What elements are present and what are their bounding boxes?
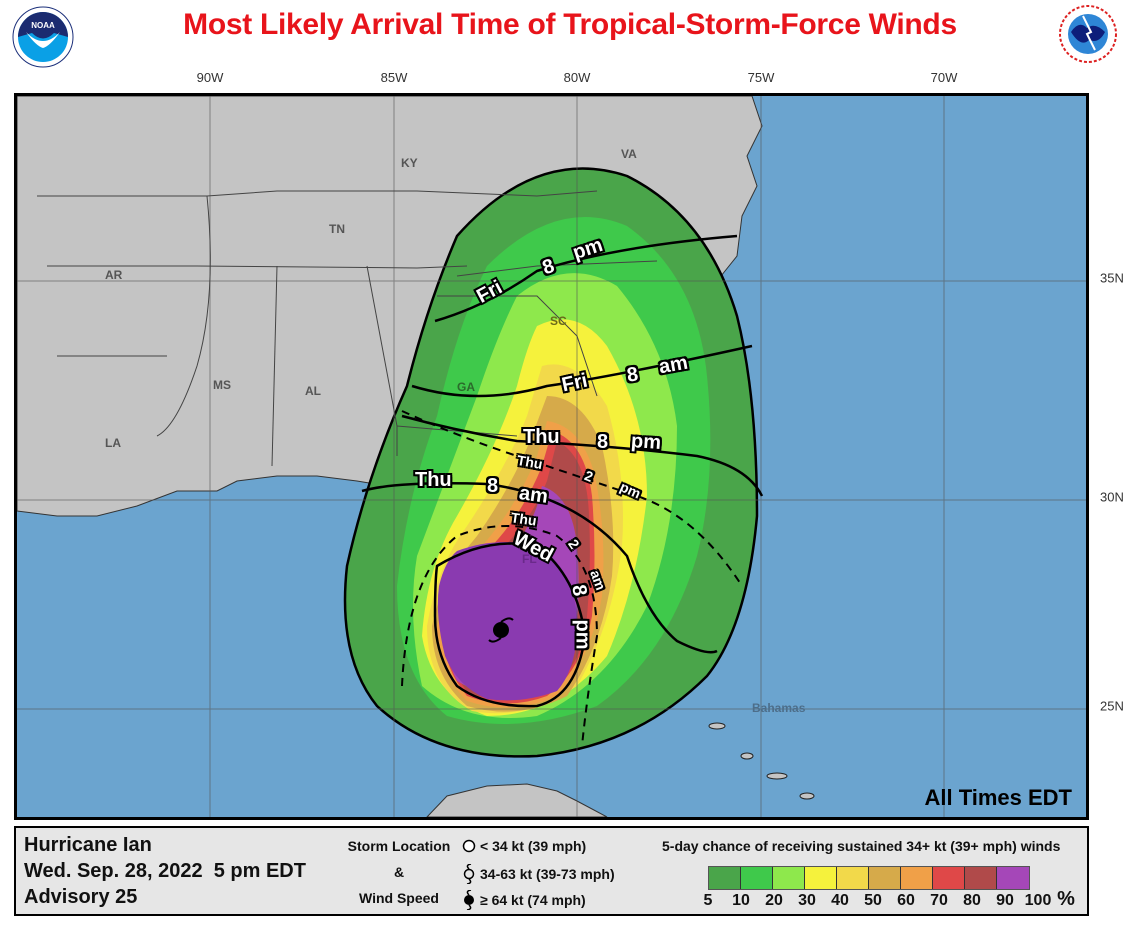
state-label-ga: GA bbox=[457, 380, 475, 394]
latitude-label-30n: 30N bbox=[1100, 489, 1124, 505]
storm-category-label: ≥ 64 kt (74 mph) bbox=[480, 892, 586, 908]
storm-name: Hurricane Ian bbox=[24, 834, 152, 856]
swatch-40-50 bbox=[837, 867, 869, 889]
longitude-label-90w: 90W bbox=[196, 70, 224, 85]
hurricane-icon bbox=[464, 890, 474, 910]
all-times-note: All Times EDT bbox=[924, 785, 1072, 810]
swatch-20-30 bbox=[773, 867, 805, 889]
bahamas-islands bbox=[708, 722, 815, 800]
swatch-60-70 bbox=[901, 867, 933, 889]
scale-tick: 90 bbox=[996, 892, 1014, 909]
tropical-storm-icon bbox=[463, 864, 475, 884]
region-label-bahamas: Bahamas bbox=[752, 701, 806, 715]
state-label-ar: AR bbox=[105, 268, 123, 282]
contour-label: Thu bbox=[510, 509, 538, 529]
swatch-10-20 bbox=[741, 867, 773, 889]
scale-tick: 60 bbox=[897, 892, 915, 909]
swatch-70-80 bbox=[933, 867, 965, 889]
storm-location-ampersand: & bbox=[393, 864, 405, 880]
storm-category-tropical-storm: 34-63 kt (39-73 mph) bbox=[462, 864, 615, 884]
forecast-map[interactable]: KY VA TN AR SC MS AL GA LA FL Bahamas Fr… bbox=[14, 93, 1089, 820]
contour-fri-8pm bbox=[434, 234, 738, 323]
scale-tick: 5 bbox=[703, 892, 713, 909]
contour-label: Thu bbox=[523, 426, 560, 448]
hurricane-marker bbox=[488, 617, 514, 643]
noaa-logo: NOAA bbox=[12, 6, 74, 68]
page-title: Most Likely Arrival Time of Tropical-Sto… bbox=[183, 8, 957, 41]
contour-wed-8pm bbox=[433, 542, 587, 708]
wind-speed-title: Wind Speed bbox=[359, 890, 439, 906]
scale-tick: 70 bbox=[930, 892, 948, 909]
scale-tick: 30 bbox=[798, 892, 816, 909]
state-label-ky: KY bbox=[401, 156, 418, 170]
arrival-time-contours bbox=[361, 234, 764, 708]
prob-band-100 bbox=[437, 542, 578, 701]
scale-tick: 100 bbox=[1024, 892, 1052, 909]
scale-tick: 80 bbox=[963, 892, 981, 909]
contour-label: Thu bbox=[415, 469, 452, 491]
longitude-label-70w: 70W bbox=[930, 70, 958, 85]
storm-location-title: Storm Location bbox=[347, 838, 451, 854]
contour-thu-2am bbox=[401, 525, 599, 747]
contour-label: 8 bbox=[487, 475, 499, 497]
state-label-fl: FL bbox=[522, 552, 537, 566]
contour-fri-8am bbox=[411, 344, 753, 398]
arrival-time-contours-dashed bbox=[401, 410, 743, 747]
scale-tick: 20 bbox=[765, 892, 783, 909]
state-label-sc: SC bbox=[550, 314, 567, 328]
storm-category-hurricane: ≥ 64 kt (74 mph) bbox=[462, 890, 586, 910]
scale-tick: 50 bbox=[864, 892, 882, 909]
scale-tick: 40 bbox=[831, 892, 849, 909]
advisory-number: Advisory 25 bbox=[24, 886, 138, 908]
swatch-80-90 bbox=[965, 867, 997, 889]
swatch-30-40 bbox=[805, 867, 837, 889]
probability-color-scale bbox=[708, 866, 1030, 890]
contour-label: am bbox=[657, 351, 690, 379]
swatch-5-10 bbox=[709, 867, 741, 889]
scale-tick: 10 bbox=[732, 892, 750, 909]
longitude-label-80w: 80W bbox=[563, 70, 591, 85]
storm-category-label: 34-63 kt (39-73 mph) bbox=[480, 866, 615, 882]
latitude-label-25n: 25N bbox=[1100, 698, 1124, 714]
state-label-va: VA bbox=[621, 147, 637, 161]
longitude-label-85w: 85W bbox=[380, 70, 408, 85]
state-label-tn: TN bbox=[329, 222, 345, 236]
state-borders bbox=[37, 190, 658, 467]
contour-label: pm bbox=[571, 619, 594, 650]
probability-scale-title: 5-day chance of receiving sustained 34+ … bbox=[662, 838, 1061, 854]
open-circle-icon bbox=[462, 839, 476, 853]
contour-label: am bbox=[517, 482, 550, 508]
nws-logo bbox=[1053, 4, 1123, 68]
longitude-label-75w: 75W bbox=[747, 70, 775, 85]
land-cuba bbox=[426, 783, 608, 817]
contour-thu-8pm bbox=[401, 414, 764, 497]
swatch-90-100 bbox=[997, 867, 1029, 889]
state-label-al: AL bbox=[305, 384, 321, 398]
map-graphic bbox=[17, 96, 1086, 817]
advisory-datetime: Wed. Sep. 28, 2022 5 pm EDT bbox=[24, 860, 306, 882]
contour-label: 8 bbox=[597, 431, 609, 453]
storm-category-low: < 34 kt (39 mph) bbox=[462, 838, 586, 854]
storm-category-label: < 34 kt (39 mph) bbox=[480, 838, 587, 854]
legend-panel: Hurricane Ian Wed. Sep. 28, 2022 5 pm ED… bbox=[14, 826, 1089, 916]
latitude-label-35n: 35N bbox=[1100, 270, 1124, 286]
svg-text:NOAA: NOAA bbox=[31, 21, 55, 30]
contour-thu-8am bbox=[361, 482, 718, 654]
state-label-ms: MS bbox=[213, 378, 231, 392]
contour-thu-2pm bbox=[401, 410, 743, 587]
contour-label: pm bbox=[630, 429, 662, 455]
swatch-50-60 bbox=[869, 867, 901, 889]
state-label-la: LA bbox=[105, 436, 121, 450]
scale-unit: % bbox=[1057, 888, 1075, 910]
